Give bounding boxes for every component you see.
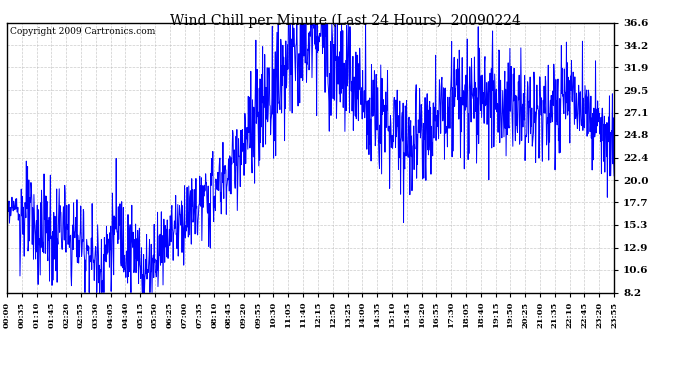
Text: Wind Chill per Minute (Last 24 Hours)  20090224: Wind Chill per Minute (Last 24 Hours) 20… <box>170 13 520 27</box>
Text: Copyright 2009 Cartronics.com: Copyright 2009 Cartronics.com <box>10 27 155 36</box>
